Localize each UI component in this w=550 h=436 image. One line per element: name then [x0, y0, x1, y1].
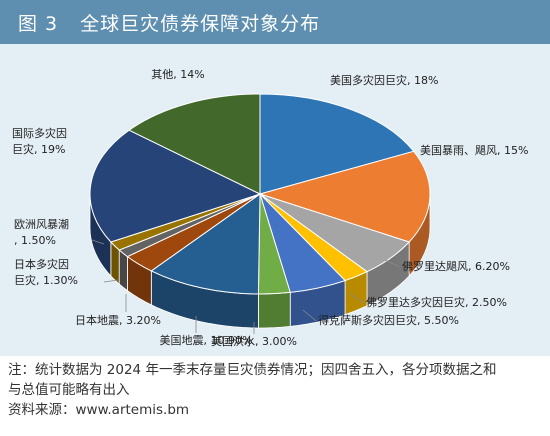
slice-3-leader-line	[384, 259, 401, 268]
figure-header: 图 3 全球巨灾债券保障对象分布	[0, 0, 550, 44]
slice-6-side	[257, 291, 291, 329]
slice-10-data-label: 欧洲风暴潮, 1.50%	[14, 217, 69, 247]
slice-12-top	[128, 93, 261, 195]
slice-11-data-label: 国际多灾因巨灾, 19%	[12, 126, 67, 156]
slice-3-data-label: 佛罗里达飓风, 6.20%	[402, 260, 510, 273]
slice-7-data-label: 美国地震, 10.90%	[160, 334, 253, 347]
slice-2-data-label: 美国暴雨、飓风, 15%	[420, 144, 528, 157]
slice-12-data-label: 其他, 14%	[151, 68, 204, 81]
slice-6-data-label: 美国洪水, 3.00%	[211, 334, 297, 348]
slice-7-top	[150, 193, 261, 295]
pie-chart: 美国多灾因巨灾, 18% 美国暴雨、飓风, 15% 佛罗里达飓风, 6.20% 佛罗里…	[12, 68, 528, 348]
slice-1-top	[259, 93, 415, 195]
slice-4-data-label: 佛罗里达多灾因巨灾, 2.50%	[366, 295, 507, 309]
chart-area: 美国多灾因巨灾, 18% 美国暴雨、飓风, 15% 佛罗里达飓风, 6.20% 佛罗里…	[0, 44, 550, 356]
figure-label: 图 3	[18, 12, 59, 35]
chart-title: 全球巨灾债券保障对象分布	[80, 12, 321, 35]
footnote-note-line-1: 注：统计数据为 2024 年一季末存量巨灾债券情况；因四舍五入，各分项数据之和	[8, 362, 497, 378]
footnote-note-line-2: 与总值可能略有出入	[8, 382, 130, 398]
slice-1-data-label: 美国多灾因巨灾, 18%	[330, 73, 438, 87]
slice-5-leader-line	[302, 309, 317, 322]
slice-11-top	[89, 129, 262, 243]
slice-5-data-label: 得克萨斯多灾因巨灾, 5.50%	[318, 313, 459, 327]
slice-8-data-label: 日本地震, 3.20%	[75, 313, 161, 327]
slice-9-data-label: 日本多灾因巨灾, 1.30%	[14, 257, 78, 287]
footnote-source: 资料来源：www.artemis.bm	[8, 402, 190, 418]
slice-4-leader-line	[349, 293, 365, 304]
slice-2-top	[258, 150, 431, 243]
slice-10-leader-line	[91, 239, 105, 245]
footnote: 注：统计数据为 2024 年一季末存量巨灾债券情况；因四舍五入，各分项数据之和 …	[8, 360, 544, 420]
slice-9-leader-line	[103, 279, 119, 283]
